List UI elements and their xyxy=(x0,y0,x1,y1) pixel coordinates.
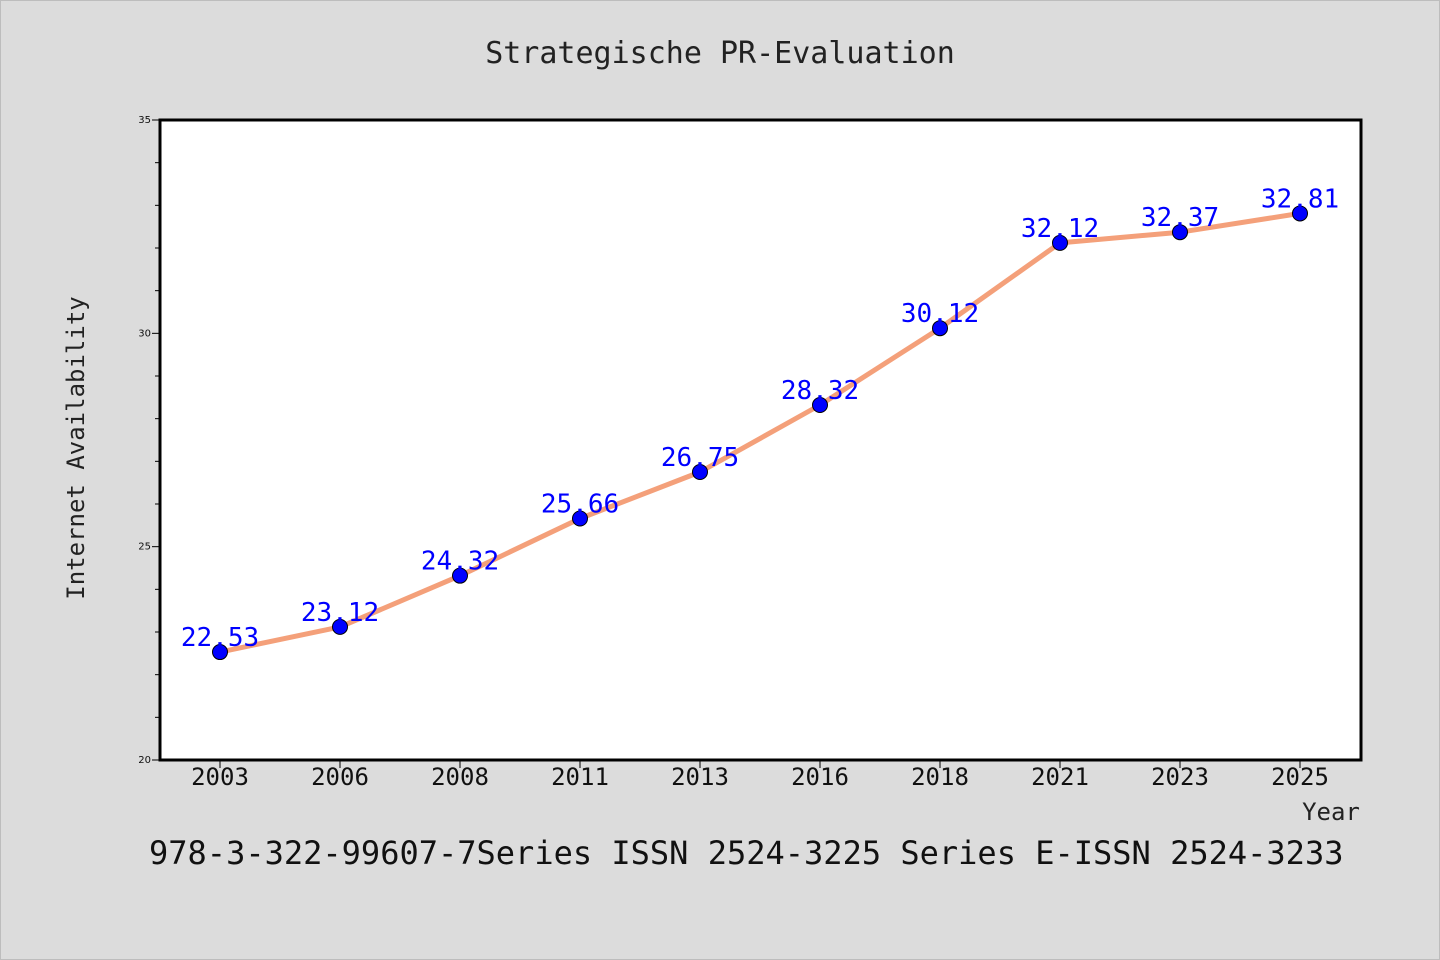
data-point xyxy=(452,567,468,584)
data-label: 32.81 xyxy=(1261,184,1339,214)
x-tick-label: 2021 xyxy=(1031,763,1089,791)
x-axis: 2003 2006 2008 2011 2013 2016 2018 2021 2023 2025 xyxy=(191,760,1329,791)
series-line xyxy=(217,210,1303,655)
data-label: 23.12 xyxy=(301,598,379,628)
footer-identifiers: 978-3-322-99607-7Series ISSN 2524-3225 S… xyxy=(149,834,1343,872)
x-tick-label: 2016 xyxy=(791,763,849,791)
y-tick-label: 35 xyxy=(138,115,151,126)
data-label: 30.12 xyxy=(901,299,979,329)
data-point xyxy=(572,510,588,527)
y-tick-label: 30 xyxy=(138,328,151,339)
data-point xyxy=(212,644,228,661)
data-point xyxy=(812,397,828,414)
x-tick-label: 2013 xyxy=(671,763,729,791)
data-point xyxy=(692,464,708,480)
plot-area xyxy=(158,118,1363,762)
data-point xyxy=(332,618,348,635)
data-label: 24.32 xyxy=(421,547,499,577)
x-tick-label: 2018 xyxy=(911,763,969,791)
y-axis: 20 25 30 35 xyxy=(138,115,160,766)
data-label: 25.66 xyxy=(541,490,619,520)
x-tick-label: 2025 xyxy=(1271,763,1329,791)
data-label: 26.75 xyxy=(661,443,739,473)
data-point xyxy=(1052,234,1068,251)
data-point xyxy=(932,320,948,337)
data-label: 32.37 xyxy=(1141,203,1219,233)
data-label: 32.12 xyxy=(1021,214,1099,244)
data-labels: 22.53 23.12 24.32 25.66 26.75 28.32 30.12 32.12… xyxy=(181,184,1339,653)
chart-title: Strategische PR-Evaluation xyxy=(485,36,955,71)
y-tick-label: 20 xyxy=(138,755,151,766)
x-tick-label: 2006 xyxy=(311,763,369,791)
x-axis-title: Year xyxy=(1302,798,1360,826)
y-tick-label: 25 xyxy=(138,542,151,553)
x-tick-label: 2023 xyxy=(1151,763,1209,791)
x-tick-label: 2011 xyxy=(551,763,609,791)
y-axis-title: Internet Availability xyxy=(62,296,90,599)
x-tick-label: 2008 xyxy=(431,763,489,791)
x-tick-label: 2003 xyxy=(191,763,249,791)
data-point xyxy=(1292,205,1308,222)
data-label: 28.32 xyxy=(781,376,859,406)
data-point xyxy=(1172,224,1188,241)
data-label: 22.53 xyxy=(181,623,259,653)
data-markers xyxy=(212,205,1308,661)
